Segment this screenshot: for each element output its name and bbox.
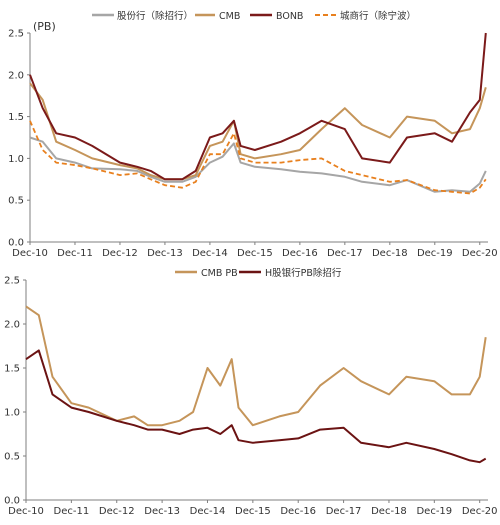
- y-tick-label: 0.0: [4, 496, 20, 507]
- y-tick-label: 0.5: [4, 452, 20, 463]
- series-line-0-2: [29, 32, 487, 181]
- x-tick-label: Dec-11: [57, 248, 93, 259]
- legend-label-1-3: 城商行（除宁波）: [340, 10, 416, 22]
- x-tick-label: Dec-11: [54, 506, 90, 517]
- y-tick-label: 1.0: [4, 408, 20, 419]
- chart-1: (PB) 股份行（除招行） CMB BONB 城商行（除宁波） 0.0 0.5 1.…: [8, 10, 498, 259]
- y-tick-label: 2.5: [8, 29, 24, 40]
- legend-label-2-0: CMB PB: [201, 268, 238, 279]
- x-tick-label: Dec-16: [282, 248, 318, 259]
- series-line-0-0: [29, 136, 487, 193]
- series-line-0-1: [29, 82, 487, 181]
- legend-label-2-1: H股银行PB除招行: [265, 267, 342, 279]
- x-tick-label: Dec-13: [147, 248, 183, 259]
- legend-2: CMB PB H股银行PB除招行: [175, 267, 342, 279]
- x-tick-label: Dec-13: [144, 506, 180, 517]
- y-tick-label: 1.5: [4, 364, 20, 375]
- y-tick-label: 2.0: [4, 320, 20, 331]
- x-tick-label: Dec-15: [235, 506, 271, 517]
- x-tick-label: Dec-17: [326, 506, 362, 517]
- y-tick-label: 0.0: [8, 238, 24, 249]
- x-tick-label: Dec-12: [102, 248, 138, 259]
- x-tick-label: Dec-14: [192, 248, 228, 259]
- legend-label-1-2: BONB: [276, 11, 303, 22]
- chart-2: CMB PB H股银行PB除招行 0.0 0.5 1.0 1.5 2.0 2.5 Dec-…: [4, 267, 497, 517]
- y-tick-label: 2.5: [4, 276, 20, 287]
- y-tick-label: 2.0: [8, 70, 24, 81]
- y-tick-label: 0.5: [8, 196, 24, 207]
- series-line-1-0: [25, 305, 487, 427]
- x-tick-label: Dec-19: [417, 248, 453, 259]
- x-tick-label: Dec-17: [327, 248, 363, 259]
- x-tick-label: Dec-10: [8, 506, 44, 517]
- series-line-0-3: [29, 120, 487, 195]
- x-tick-label: Dec-12: [99, 506, 135, 517]
- legend-label-1-0: 股份行（除招行）: [117, 10, 193, 22]
- unit-label: (PB): [33, 20, 56, 33]
- x-tick-label: Dec-18: [372, 248, 408, 259]
- x-tick-label: Dec-10: [12, 248, 48, 259]
- x-tick-label: Dec-16: [280, 506, 316, 517]
- x-tick-label: Dec-18: [371, 506, 407, 517]
- series-line-1-1: [25, 349, 487, 464]
- x-tick-label: Dec-14: [190, 506, 226, 517]
- y-tick-label: 1.0: [8, 154, 24, 165]
- legend-1: 股份行（除招行） CMB BONB 城商行（除宁波）: [92, 10, 416, 22]
- legend-label-1-1: CMB: [219, 11, 240, 22]
- x-tick-label: Dec-20: [462, 506, 498, 517]
- x-tick-label: Dec-15: [237, 248, 273, 259]
- y-tick-label: 1.5: [8, 112, 24, 123]
- x-tick-label: Dec-19: [416, 506, 452, 517]
- x-tick-label: Dec-20: [462, 248, 498, 259]
